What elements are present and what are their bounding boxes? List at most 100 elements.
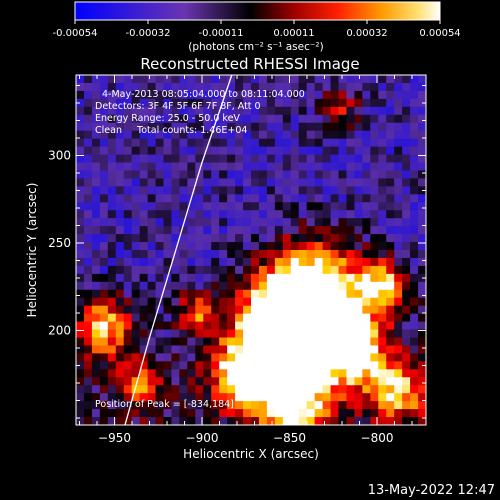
heatmap-cell bbox=[195, 345, 204, 354]
heatmap-cell bbox=[115, 385, 125, 394]
heatmap-cell bbox=[306, 377, 316, 386]
heatmap-cell bbox=[219, 345, 228, 354]
heatmap-cell bbox=[83, 194, 93, 203]
heatmap-cell bbox=[147, 257, 157, 267]
heatmap-cell bbox=[410, 361, 419, 370]
heatmap-cell bbox=[251, 345, 260, 354]
heatmap-cell bbox=[410, 265, 419, 275]
heatmap-cell bbox=[274, 114, 284, 124]
heatmap-cell bbox=[314, 178, 324, 187]
heatmap-cell bbox=[306, 218, 316, 227]
heatmap-cell bbox=[266, 361, 276, 370]
heatmap-cell bbox=[219, 273, 228, 283]
heatmap-cell bbox=[386, 106, 395, 116]
heatmap-cell bbox=[123, 345, 133, 354]
heatmap-cell bbox=[107, 401, 117, 410]
heatmap-cell bbox=[76, 75, 85, 84]
heatmap-cell bbox=[290, 106, 300, 116]
heatmap-cell bbox=[314, 186, 324, 195]
heatmap-cell bbox=[171, 417, 180, 425]
heatmap-cell bbox=[354, 218, 363, 227]
heatmap-cell bbox=[211, 226, 220, 235]
heatmap-cell bbox=[290, 194, 300, 203]
heatmap-cell bbox=[155, 138, 165, 148]
heatmap-cell bbox=[306, 321, 316, 331]
heatmap-cell bbox=[227, 90, 236, 100]
heatmap-cell bbox=[362, 369, 371, 378]
heatmap-cell bbox=[91, 106, 101, 116]
heatmap-cell bbox=[386, 186, 395, 195]
heatmap-cell bbox=[266, 242, 276, 251]
heatmap-cell bbox=[123, 297, 133, 307]
heatmap-cell bbox=[251, 337, 260, 347]
heatmap-cell bbox=[418, 210, 426, 219]
heatmap-cell bbox=[330, 218, 340, 227]
heatmap-cell bbox=[203, 170, 212, 179]
heatmap-cell bbox=[314, 409, 324, 418]
heatmap-cell bbox=[251, 401, 260, 410]
heatmap-cell bbox=[314, 401, 324, 410]
heatmap-cell bbox=[370, 226, 379, 235]
heatmap-cell bbox=[394, 202, 403, 211]
heatmap-cell bbox=[346, 401, 355, 410]
heatmap-cell bbox=[147, 154, 157, 164]
heatmap-cell bbox=[211, 114, 220, 124]
heatmap-cell bbox=[314, 353, 324, 362]
heatmap-cell bbox=[243, 130, 252, 140]
heatmap-cell bbox=[195, 329, 204, 339]
heatmap-cell bbox=[155, 146, 165, 156]
heatmap-cell bbox=[418, 250, 426, 259]
heatmap-cell bbox=[171, 265, 180, 275]
heatmap-cell bbox=[243, 242, 252, 251]
heatmap-cell bbox=[370, 385, 379, 394]
heatmap-cell bbox=[107, 242, 117, 251]
heatmap-cell bbox=[330, 130, 340, 140]
heatmap-cell bbox=[235, 186, 244, 195]
heatmap-cell bbox=[171, 122, 180, 132]
heatmap-cell bbox=[171, 130, 180, 140]
heatmap-cell bbox=[195, 138, 204, 148]
heatmap-cell bbox=[370, 289, 379, 299]
heatmap-cell bbox=[203, 90, 212, 100]
heatmap-cell bbox=[266, 393, 276, 402]
heatmap-cell bbox=[298, 98, 308, 108]
heatmap-cell bbox=[274, 82, 284, 92]
heatmap-cell bbox=[187, 401, 196, 410]
heatmap-cell bbox=[195, 90, 204, 100]
heatmap-cell bbox=[147, 138, 157, 148]
heatmap-cell bbox=[386, 226, 395, 235]
heatmap-cell bbox=[227, 281, 236, 291]
heatmap-cell bbox=[123, 385, 133, 394]
heatmap-cell bbox=[322, 289, 332, 299]
heatmap-cell bbox=[243, 218, 252, 227]
heatmap-cell bbox=[386, 178, 395, 187]
heatmap-cell bbox=[203, 377, 212, 386]
heatmap-cell bbox=[394, 257, 403, 267]
heatmap-cell bbox=[266, 130, 276, 140]
heatmap-cell bbox=[179, 289, 188, 299]
heatmap-cell bbox=[354, 297, 363, 307]
heatmap-cell bbox=[163, 377, 173, 386]
heatmap-cell bbox=[171, 75, 180, 84]
heatmap-cell bbox=[251, 122, 260, 132]
colorbar-tick-label: -0.00032 bbox=[126, 28, 171, 39]
heatmap-cell bbox=[338, 257, 348, 267]
heatmap-cell bbox=[83, 106, 93, 116]
heatmap-cell bbox=[99, 337, 109, 347]
heatmap-cell bbox=[187, 82, 196, 92]
heatmap-cell bbox=[195, 250, 204, 259]
heatmap-cell bbox=[298, 194, 308, 203]
heatmap-cell bbox=[83, 170, 93, 179]
heatmap-cell bbox=[290, 337, 300, 347]
heatmap-cell bbox=[107, 146, 117, 156]
heatmap-cell bbox=[171, 393, 180, 402]
heatmap-cell bbox=[338, 170, 348, 179]
heatmap-cell bbox=[394, 345, 403, 354]
heatmap-cell bbox=[354, 114, 363, 124]
heatmap-cell bbox=[266, 385, 276, 394]
heatmap-cell bbox=[131, 122, 141, 132]
heatmap-cell bbox=[386, 377, 395, 386]
heatmap-cell bbox=[330, 345, 340, 354]
heatmap-cell bbox=[354, 210, 363, 219]
heatmap-cell bbox=[354, 194, 363, 203]
